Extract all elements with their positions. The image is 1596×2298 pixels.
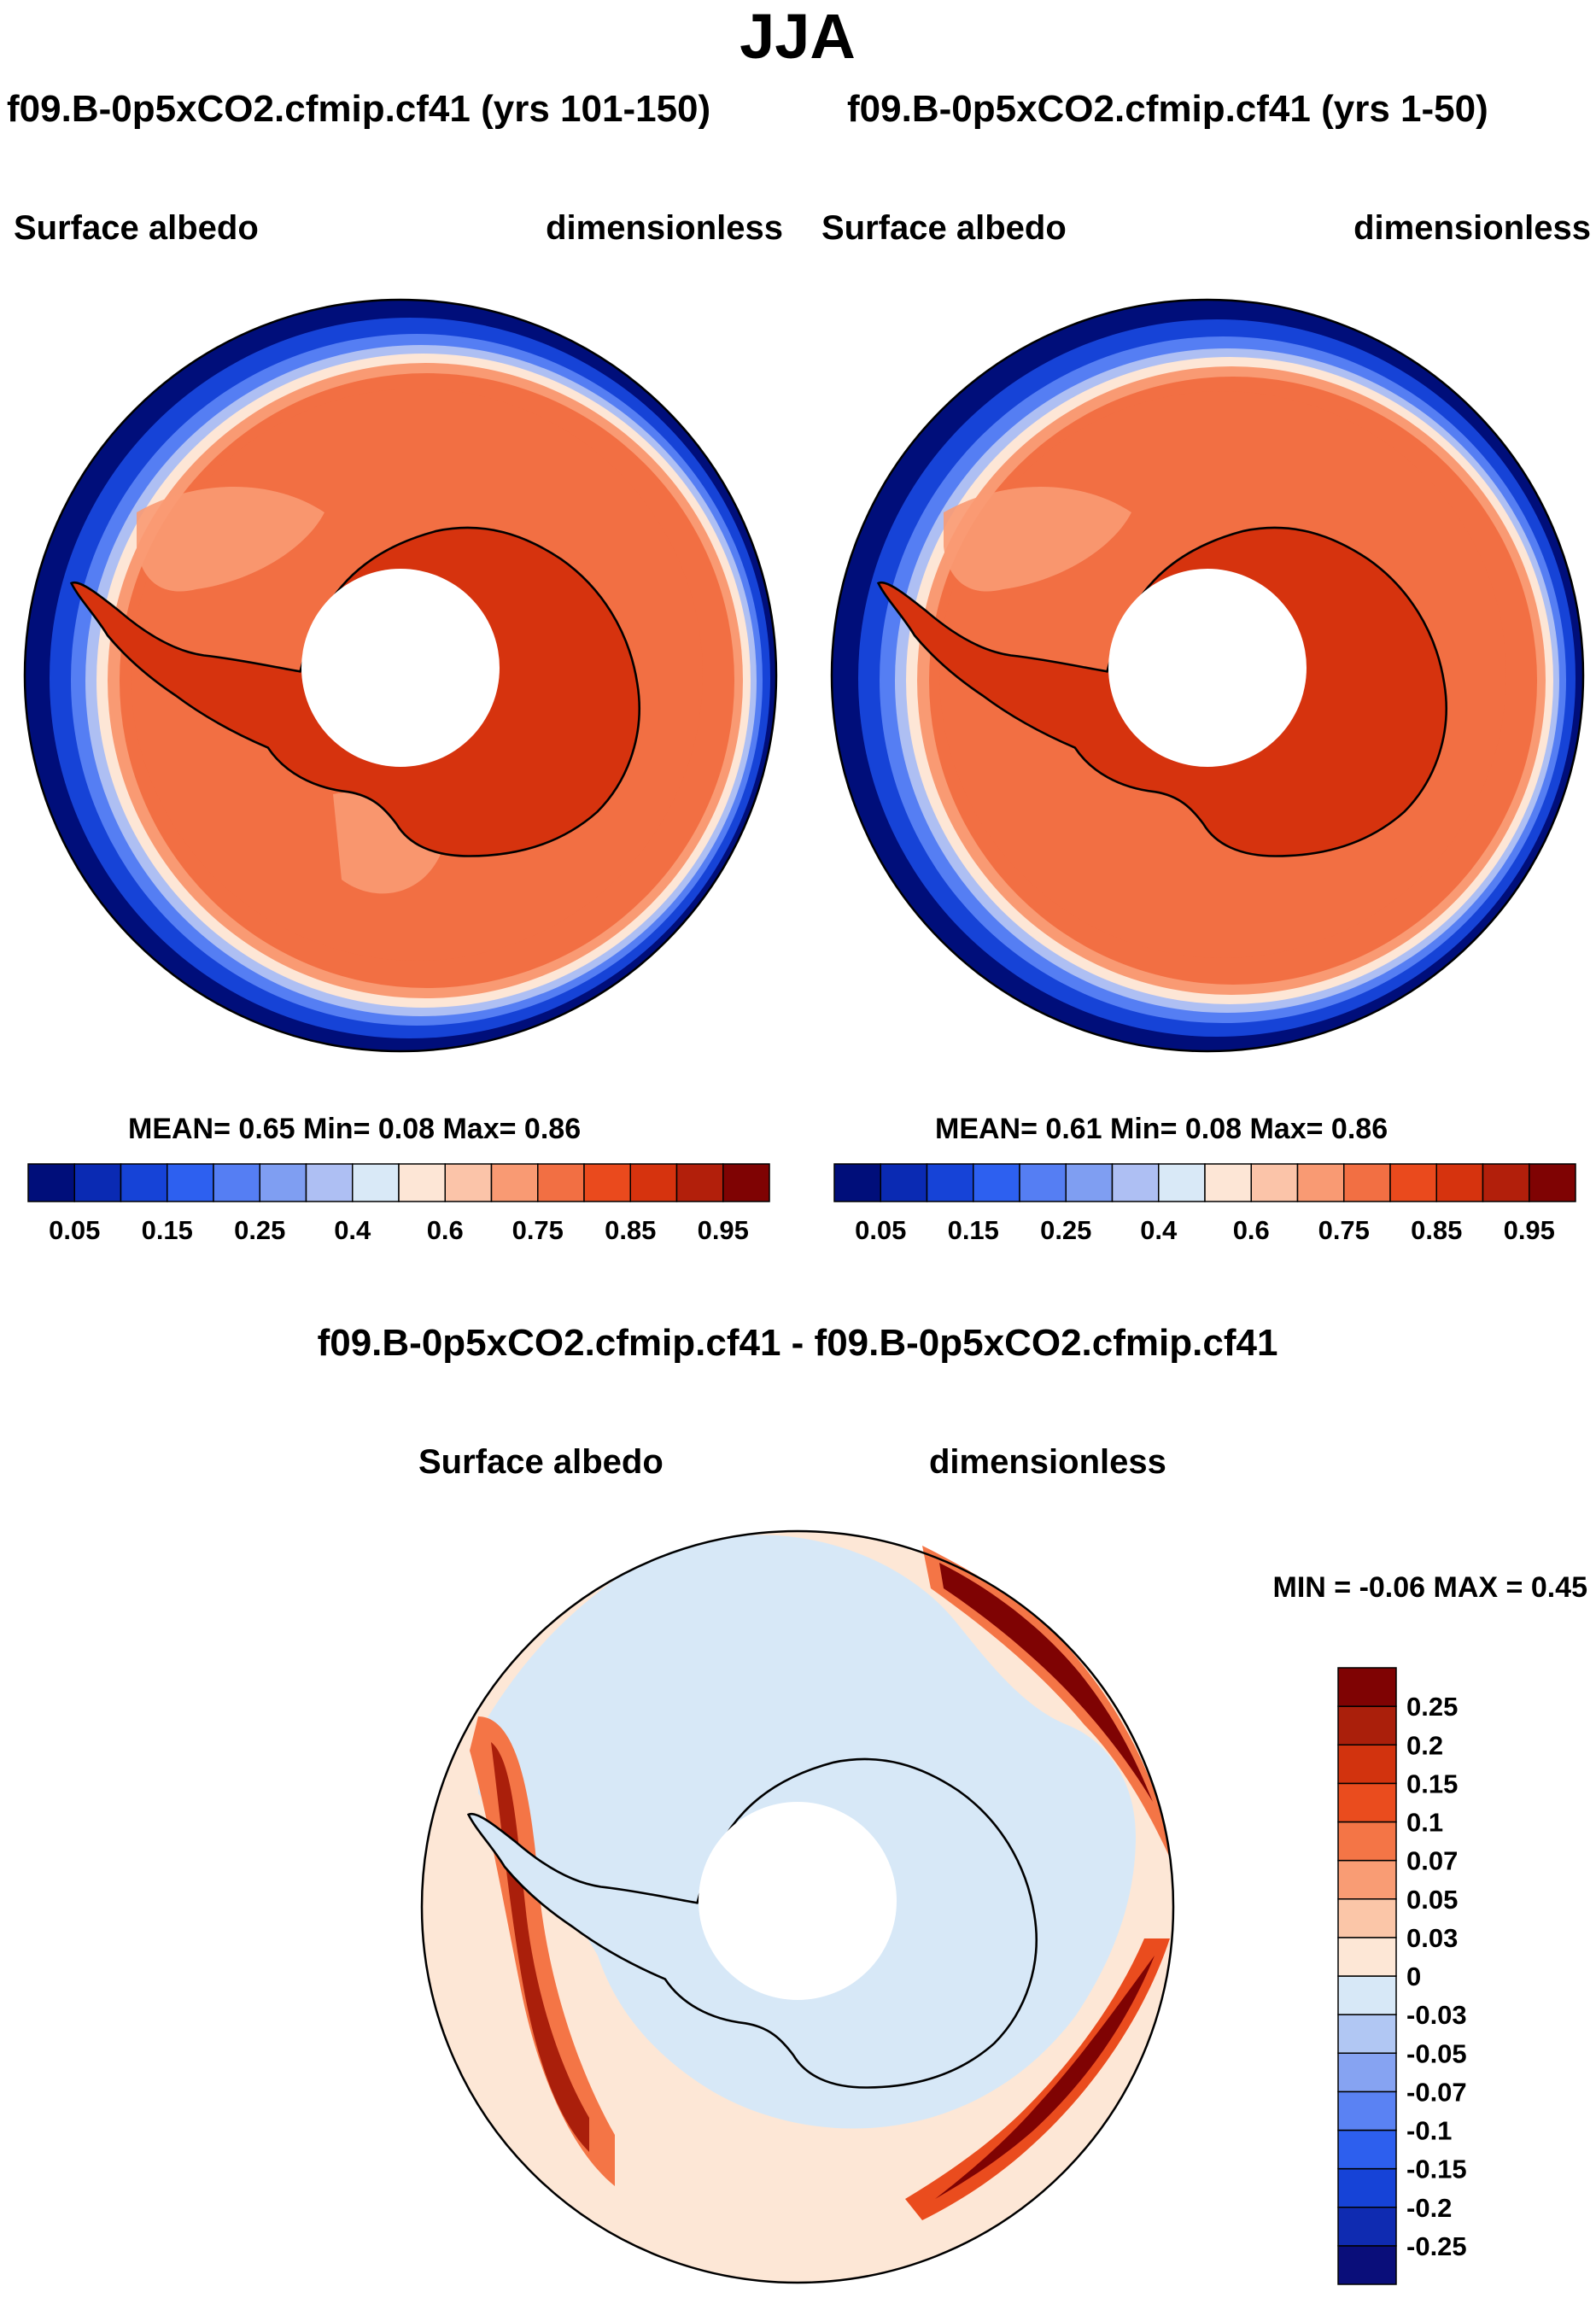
colorbar-swatch bbox=[1337, 2167, 1397, 2208]
colorbar-swatch bbox=[833, 1163, 881, 1202]
colorbar-swatch bbox=[973, 1163, 1020, 1202]
colorbar-tick-label: 0.05 bbox=[1406, 1885, 1458, 1915]
colorbar-swatch bbox=[537, 1163, 585, 1202]
colorbar-tick-label: 0.6 bbox=[1233, 1215, 1270, 1245]
colorbar-swatch bbox=[1337, 1744, 1397, 1785]
colorbar-tick-label: -0.1 bbox=[1406, 2116, 1452, 2146]
colorbar-tick-label: 0.6 bbox=[427, 1215, 464, 1245]
colorbar-swatch bbox=[398, 1163, 446, 1202]
right-polar-map bbox=[830, 298, 1585, 1053]
colorbar-swatch bbox=[1337, 2129, 1397, 2170]
colorbar-tick-label: 0.05 bbox=[855, 1215, 906, 1245]
colorbar-tick-label: 0.1 bbox=[1406, 1808, 1443, 1838]
colorbar-swatch bbox=[1337, 2245, 1397, 2285]
right-units-label: dimensionless bbox=[1353, 209, 1591, 247]
left-units-label: dimensionless bbox=[546, 209, 783, 247]
colorbar-swatch bbox=[1389, 1163, 1437, 1202]
diff-polar-map bbox=[420, 1529, 1175, 2284]
colorbar-swatch bbox=[1111, 1163, 1160, 1202]
colorbar-tick-label: 0.75 bbox=[512, 1215, 564, 1245]
colorbar-swatch bbox=[1337, 1898, 1397, 1938]
colorbar-swatch bbox=[213, 1163, 260, 1202]
colorbar-swatch bbox=[1337, 1821, 1397, 1862]
colorbar-tick-label: -0.25 bbox=[1406, 2231, 1467, 2261]
colorbar-tick-label: 0.75 bbox=[1318, 1215, 1370, 1245]
colorbar-swatch bbox=[1337, 2090, 1397, 2131]
colorbar-swatch bbox=[1337, 1859, 1397, 1900]
colorbar-tick-label: 0.95 bbox=[698, 1215, 749, 1245]
colorbar-swatch bbox=[73, 1163, 122, 1202]
left-panel-title: f09.B-0p5xCO2.cfmip.cf41 (yrs 101-150) bbox=[7, 88, 711, 130]
colorbar-tick-label: 0.2 bbox=[1406, 1730, 1443, 1760]
colorbar-tick-label: 0.15 bbox=[1406, 1769, 1458, 1798]
colorbar-swatch bbox=[1337, 2207, 1397, 2247]
colorbar-tick-label: 0.15 bbox=[142, 1215, 193, 1245]
colorbar-tick-label: -0.15 bbox=[1406, 2155, 1467, 2184]
left-variable-label: Surface albedo bbox=[14, 209, 259, 247]
colorbar-tick-label: 0.03 bbox=[1406, 1923, 1458, 1953]
left-colorbar: 0.05 0.15 0.25 0.4 0.6 0.75 0.85 0.95 bbox=[27, 1163, 770, 1245]
colorbar-tick-label: -0.2 bbox=[1406, 2193, 1452, 2223]
colorbar-swatch bbox=[1337, 1705, 1397, 1745]
colorbar-swatch bbox=[926, 1163, 974, 1202]
colorbar-swatch bbox=[1337, 1667, 1397, 1707]
colorbar-swatch bbox=[675, 1163, 724, 1202]
colorbar-tick-label: 0.05 bbox=[49, 1215, 100, 1245]
colorbar-swatch bbox=[1529, 1163, 1576, 1202]
colorbar-swatch bbox=[259, 1163, 307, 1202]
colorbar-swatch bbox=[1337, 1937, 1397, 1977]
colorbar-swatch bbox=[1435, 1163, 1484, 1202]
colorbar-swatch bbox=[629, 1163, 678, 1202]
colorbar-swatch bbox=[1337, 1782, 1397, 1823]
colorbar-swatch bbox=[1065, 1163, 1114, 1202]
colorbar-tick-label: 0.07 bbox=[1406, 1846, 1458, 1876]
colorbar-tick-label: -0.03 bbox=[1406, 2000, 1467, 2030]
colorbar-swatch bbox=[1204, 1163, 1252, 1202]
colorbar-tick-label: -0.07 bbox=[1406, 2077, 1467, 2107]
colorbar-swatch bbox=[352, 1163, 400, 1202]
colorbar-swatch bbox=[305, 1163, 354, 1202]
colorbar-tick-label: 0.95 bbox=[1504, 1215, 1555, 1245]
colorbar-swatch bbox=[444, 1163, 493, 1202]
right-colorbar: 0.05 0.15 0.25 0.4 0.6 0.75 0.85 0.95 bbox=[833, 1163, 1576, 1245]
colorbar-tick-label: 0.25 bbox=[1406, 1692, 1458, 1722]
colorbar-tick-label: 0.15 bbox=[948, 1215, 999, 1245]
diff-panel-title: f09.B-0p5xCO2.cfmip.cf41 - f09.B-0p5xCO2… bbox=[317, 1322, 1278, 1364]
colorbar-swatch bbox=[583, 1163, 631, 1202]
colorbar-swatch bbox=[1019, 1163, 1067, 1202]
right-variable-label: Surface albedo bbox=[821, 209, 1067, 247]
figure-title: JJA bbox=[740, 1, 856, 72]
left-stats: MEAN= 0.65 Min= 0.08 Max= 0.86 bbox=[128, 1113, 582, 1145]
colorbar-tick-label: 0.4 bbox=[1140, 1215, 1178, 1245]
colorbar-swatch bbox=[27, 1163, 75, 1202]
colorbar-swatch bbox=[722, 1163, 770, 1202]
colorbar-swatch bbox=[1296, 1163, 1345, 1202]
colorbar-tick-label: 0.85 bbox=[1411, 1215, 1462, 1245]
colorbar-swatch bbox=[1250, 1163, 1299, 1202]
colorbar-swatch bbox=[1343, 1163, 1391, 1202]
right-stats: MEAN= 0.61 Min= 0.08 Max= 0.86 bbox=[935, 1113, 1388, 1145]
diff-variable-label: Surface albedo bbox=[418, 1443, 664, 1481]
colorbar-swatch bbox=[120, 1163, 168, 1202]
colorbar-tick-label: 0.85 bbox=[605, 1215, 656, 1245]
colorbar-swatch bbox=[1337, 2052, 1397, 2093]
colorbar-swatch bbox=[1158, 1163, 1206, 1202]
colorbar-tick-label: 0.25 bbox=[234, 1215, 285, 1245]
colorbar-tick-label: 0.4 bbox=[334, 1215, 371, 1245]
colorbar-swatch bbox=[1337, 1975, 1397, 2015]
colorbar-swatch bbox=[880, 1163, 928, 1202]
colorbar-tick-label: 0.25 bbox=[1040, 1215, 1091, 1245]
diff-stats: MIN = -0.06 MAX = 0.45 bbox=[1272, 1571, 1588, 1604]
colorbar-swatch bbox=[167, 1163, 214, 1202]
colorbar-swatch bbox=[1337, 2014, 1397, 2054]
colorbar-swatch bbox=[1482, 1163, 1530, 1202]
colorbar-swatch bbox=[490, 1163, 539, 1202]
right-panel-title: f09.B-0p5xCO2.cfmip.cf41 (yrs 1-50) bbox=[847, 88, 1488, 130]
colorbar-tick-label: -0.05 bbox=[1406, 2038, 1467, 2068]
colorbar-tick-label: 0 bbox=[1406, 1962, 1421, 1991]
diff-colorbar: 0.25 0.2 0.15 0.1 0.07 0.05 0.03 0 -0.03 -0.05 -0.… bbox=[1337, 1667, 1467, 2285]
diff-units-label: dimensionless bbox=[929, 1443, 1166, 1481]
left-polar-map bbox=[23, 298, 778, 1053]
